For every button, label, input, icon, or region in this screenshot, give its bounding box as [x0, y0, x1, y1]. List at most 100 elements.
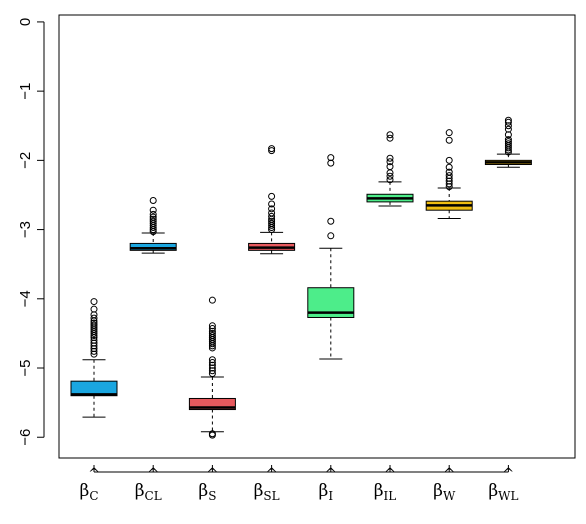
outlier-point [268, 224, 276, 232]
outlier-point [386, 131, 394, 139]
outlier-point [386, 172, 394, 180]
box-i [307, 154, 355, 360]
outlier-point [386, 158, 394, 166]
outlier-point [504, 122, 512, 130]
outlier-point [504, 131, 512, 139]
x-category-hat: ^ [503, 466, 515, 482]
outlier-point [268, 145, 276, 153]
outlier-point [149, 226, 157, 234]
x-category-label: ^ βWL [488, 466, 518, 503]
outlier-point [445, 183, 453, 191]
outlier-point [504, 118, 512, 126]
iqr-box [70, 380, 118, 397]
x-category-base: β [374, 481, 384, 501]
box-wl [484, 116, 532, 168]
outlier-point [149, 224, 157, 232]
x-category-hat: ^ [147, 466, 159, 482]
x-category-subscript: W [443, 489, 456, 503]
x-category-hat: ^ [384, 466, 396, 482]
box-series [70, 116, 532, 439]
x-category-label: ^ βS [198, 466, 218, 503]
outlier-point [90, 314, 98, 322]
outlier-point [504, 148, 512, 156]
x-category-label: ^ βW [433, 466, 456, 503]
outlier-point [445, 163, 453, 171]
outlier-point [149, 210, 157, 218]
x-axis: ^ βC^ βCL^ βS^ βSL^ βI^ βIL^ βW^ βWL [79, 465, 518, 503]
x-category-hat: ^ [266, 466, 278, 482]
x-category-hat: ^ [325, 466, 337, 482]
outlier-point [445, 129, 453, 137]
x-category-hat: ^ [443, 466, 455, 482]
iqr-box [129, 242, 177, 251]
box-il [366, 131, 414, 207]
outlier-point [386, 169, 394, 177]
outlier-point [208, 342, 216, 350]
x-category-subscript: C [89, 489, 98, 503]
outlier-point [208, 367, 216, 375]
outlier-point [445, 136, 453, 144]
y-tick-label: −5 [17, 359, 34, 376]
outlier-point [268, 192, 276, 200]
x-category-subscript: CL [145, 489, 162, 503]
outlier-point [208, 344, 216, 352]
y-axis: 0 −1 −2 −3 −4 −5 −6 [17, 18, 45, 446]
x-category-base: β [433, 481, 443, 501]
outlier-point [208, 431, 216, 439]
x-category-subscript: S [208, 489, 216, 503]
outlier-point [268, 212, 276, 220]
outlier-point [208, 370, 216, 378]
x-category-label: ^ βC [79, 466, 99, 503]
outlier-point [90, 298, 98, 306]
x-category-base: β [488, 481, 498, 501]
y-tick-label: 0 [17, 18, 34, 26]
box-c [70, 298, 118, 418]
x-category-subscript: WL [498, 489, 518, 503]
x-category-label: ^ βSL [254, 466, 280, 503]
outlier-point [386, 176, 394, 184]
x-category-label: ^ βCL [135, 466, 162, 503]
x-category-base: β [135, 481, 145, 501]
y-tick-label: −2 [17, 152, 34, 169]
x-category-hat: ^ [207, 466, 219, 482]
outlier-point [386, 154, 394, 162]
outlier-point [327, 159, 335, 167]
x-category-label: ^ βIL [374, 466, 397, 503]
x-category-subscript: IL [384, 489, 397, 503]
outlier-point [445, 156, 453, 164]
plot-frame [58, 14, 576, 459]
outlier-point [268, 205, 276, 213]
outlier-point [327, 217, 335, 225]
outlier-point [90, 329, 98, 337]
x-category-subscript: SL [263, 489, 279, 503]
outlier-point [208, 296, 216, 304]
outlier-point [504, 144, 512, 152]
outlier-point [149, 206, 157, 214]
outlier-point [386, 134, 394, 142]
x-category-base: β [319, 481, 329, 501]
y-tick-label: −6 [17, 429, 34, 446]
box-w [425, 129, 473, 220]
outlier-point [149, 197, 157, 205]
x-category-subscript: I [328, 489, 333, 503]
x-category-label: ^ βI [319, 466, 337, 503]
outlier-point [90, 331, 98, 339]
outlier-point [208, 340, 216, 348]
outlier-point [327, 232, 335, 240]
outlier-point [90, 350, 98, 358]
y-tick-label: −3 [17, 221, 34, 238]
iqr-box [188, 397, 236, 411]
x-category-base: β [254, 481, 264, 501]
outlier-point [268, 200, 276, 208]
outlier-point [445, 180, 453, 188]
box-sl [248, 145, 296, 255]
outlier-point [149, 228, 157, 236]
x-category-hat: ^ [88, 466, 100, 482]
outlier-point [268, 147, 276, 155]
box-cl [129, 197, 177, 254]
x-category-base: β [79, 481, 89, 501]
x-category-base: β [198, 481, 208, 501]
y-tick-label: −4 [17, 290, 34, 307]
box-s [188, 296, 236, 439]
